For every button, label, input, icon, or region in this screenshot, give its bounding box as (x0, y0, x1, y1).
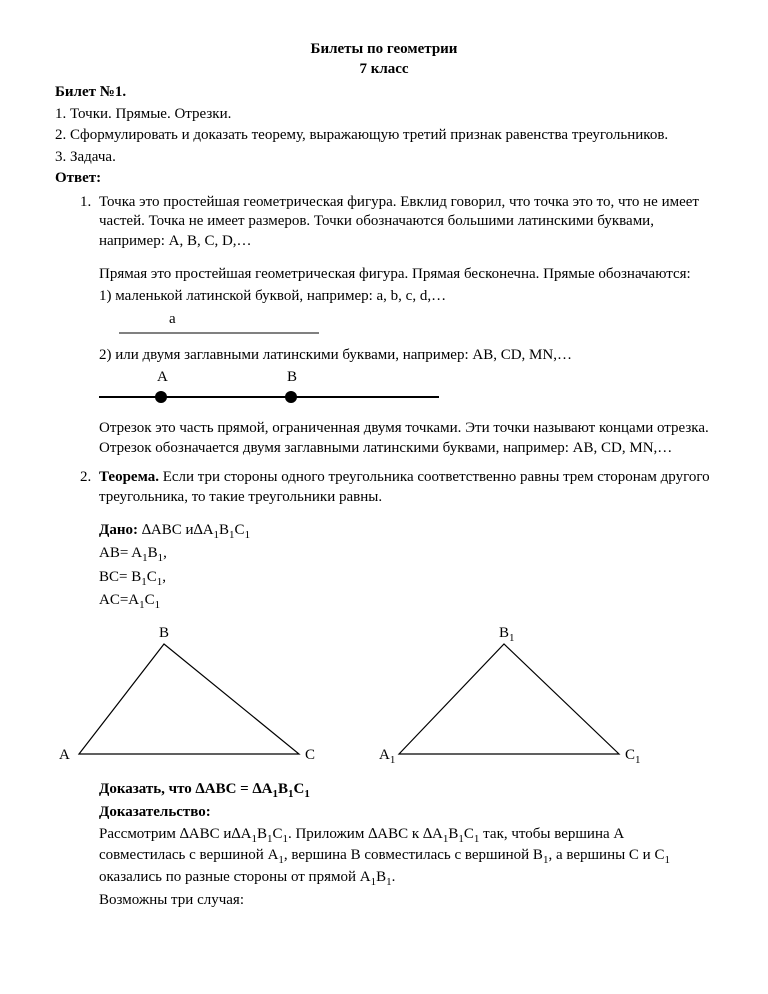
point-b-label: B (287, 369, 297, 385)
question-3: 3. Задача. (55, 148, 713, 168)
given-line-4: AC=A1C1 (99, 591, 713, 612)
triangle-abc: A B C (59, 624, 319, 764)
given-line-1: Дано: ∆ABC и∆A1B1C1 (99, 521, 713, 542)
proof-p1: Рассмотрим ∆ABC и∆A1B1C1. Приложим ∆ABC … (99, 825, 713, 889)
question-2: 2. Сформулировать и доказать теорему, вы… (55, 126, 713, 146)
given-line-2: AB= A1B1, (99, 544, 713, 565)
tri2-b: B1 (499, 624, 515, 645)
theorem-text: Если три стороны одного треугольника соо… (99, 469, 710, 505)
answer-item-1: Точка это простейшая геометрическая фигу… (95, 193, 713, 459)
proof-label: Доказательство: (99, 803, 713, 823)
doc-subtitle: 7 класс (55, 60, 713, 80)
given-line-3: BC= B1C1, (99, 568, 713, 589)
ans1-p3: 1) маленькой латинской буквой, например:… (99, 287, 713, 307)
doc-title: Билеты по геометрии (55, 40, 713, 60)
ans1-p4: 2) или двумя заглавными латинскими буква… (99, 346, 713, 366)
answer-label: Ответ: (55, 169, 713, 189)
ans1-p1: Точка это простейшая геометрическая фигу… (99, 193, 713, 252)
point-a-label: A (157, 369, 168, 385)
ans1-p5: Отрезок это часть прямой, ограниченная д… (99, 419, 713, 458)
triangles-figure: A B C A1 B1 C1 (59, 624, 713, 764)
line-a-label: a (99, 310, 713, 330)
tri1-c: C (305, 746, 315, 766)
theorem-label: Теорема. (99, 469, 159, 485)
tri2-c: C1 (625, 746, 641, 767)
line-a-figure: a (99, 310, 713, 336)
tri1-a: A (59, 746, 70, 766)
ans1-p2: Прямая это простейшая геометрическая фиг… (99, 265, 713, 285)
tri1-b: B (159, 624, 169, 644)
answer-item-2: Теорема. Если три стороны одного треугол… (95, 468, 713, 910)
question-1: 1. Точки. Прямые. Отрезки. (55, 105, 713, 125)
proof-p2: Возможны три случая: (99, 891, 713, 911)
prove-line: Доказать, что ∆ABC = ∆A1B1C1 (99, 780, 713, 801)
triangle-a1b1c1: A1 B1 C1 (379, 624, 639, 764)
line-ab-figure: A B (99, 369, 713, 409)
tri2-a: A1 (379, 746, 395, 767)
ticket-heading: Билет №1. (55, 83, 713, 103)
theorem-line: Теорема. Если три стороны одного треугол… (99, 468, 713, 507)
